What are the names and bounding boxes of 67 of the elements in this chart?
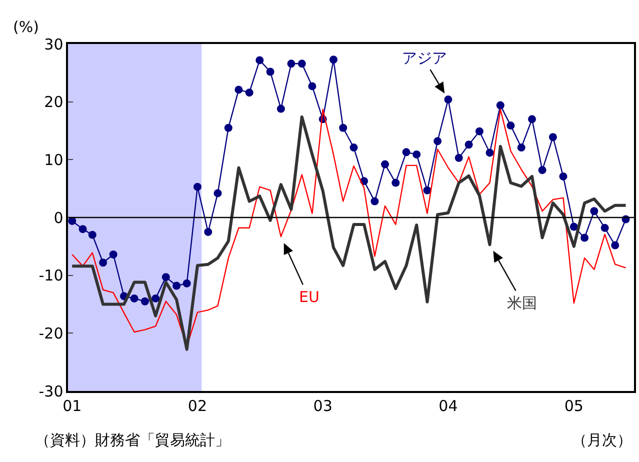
point <box>88 230 96 239</box>
point <box>130 294 138 302</box>
point <box>234 86 243 94</box>
point <box>99 258 108 267</box>
point <box>538 166 546 174</box>
y-tick-label: 30 <box>44 35 64 54</box>
x-tick-label: 04 <box>438 396 458 415</box>
point <box>204 228 212 236</box>
point <box>308 82 316 90</box>
point <box>486 148 494 157</box>
y-tick-label: -20 <box>38 324 64 342</box>
point <box>423 186 432 194</box>
x-tick-label: 02 <box>188 396 208 415</box>
point <box>392 178 400 187</box>
point <box>276 104 285 113</box>
point <box>298 60 306 68</box>
point <box>266 68 274 76</box>
x-axis-title: （月次） <box>572 431 632 449</box>
point <box>611 241 620 250</box>
point <box>600 224 609 232</box>
point <box>140 297 149 306</box>
y-tick-label: -10 <box>38 266 64 285</box>
point <box>193 182 202 191</box>
y-tick-label: -30 <box>38 382 64 400</box>
text: （資料）財務省「貿易統計」 <box>35 431 230 449</box>
point <box>548 133 557 142</box>
point <box>402 148 410 156</box>
x-tick-label: 05 <box>564 396 584 415</box>
point <box>590 207 598 216</box>
point <box>245 88 254 97</box>
point <box>214 189 222 198</box>
text: 米国 <box>507 294 537 312</box>
point <box>370 197 379 206</box>
x-tick-label: 03 <box>313 396 332 415</box>
point <box>381 160 389 168</box>
point <box>287 60 296 68</box>
text: EU <box>299 288 320 306</box>
point <box>434 137 442 146</box>
point <box>475 127 484 136</box>
point <box>172 282 181 290</box>
point <box>152 294 160 302</box>
point <box>454 154 463 162</box>
point <box>517 144 526 152</box>
point <box>559 172 568 180</box>
series-label: アジア <box>402 49 447 67</box>
y-axis-title: (%) <box>13 18 39 36</box>
point <box>570 222 578 231</box>
point <box>162 273 170 282</box>
point <box>580 234 589 242</box>
point <box>528 115 536 124</box>
y-tick-label: 10 <box>44 150 64 169</box>
point <box>78 225 87 234</box>
point <box>506 122 515 130</box>
point <box>329 56 338 64</box>
point <box>464 140 473 149</box>
point <box>444 96 452 104</box>
point <box>182 279 191 288</box>
point <box>339 124 348 132</box>
y-tick-label: 20 <box>44 93 64 112</box>
y-tick-label: 0 <box>54 208 64 227</box>
point <box>224 124 232 132</box>
point <box>109 250 118 259</box>
point <box>412 150 421 158</box>
point <box>256 56 264 64</box>
x-tick-label: 01 <box>62 396 82 415</box>
point <box>350 144 358 152</box>
point <box>496 101 504 110</box>
